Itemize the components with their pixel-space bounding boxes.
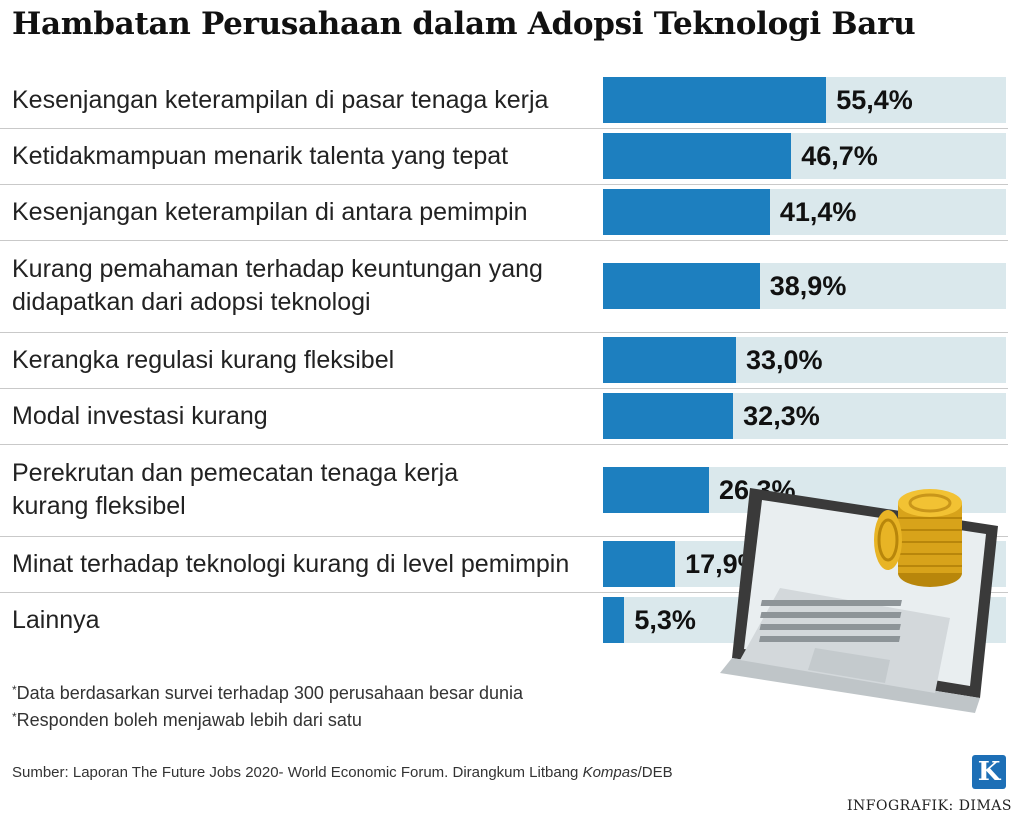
bar-label-line: Lainnya xyxy=(12,605,100,634)
infographic-credit: INFOGRAFIK: DIMAS xyxy=(847,798,1012,814)
chart-title: Hambatan Perusahaan dalam Adopsi Teknolo… xyxy=(12,6,916,42)
bar-label-7: Minat terhadap teknologi kurang di level… xyxy=(12,548,592,581)
bar-label-line: Perekrutan dan pemecatan tenaga kerja xyxy=(12,459,459,487)
footnote-survey: *Data berdasarkan survei terhadap 300 pe… xyxy=(12,683,524,703)
bar-label-5: Modal investasi kurang xyxy=(12,400,592,433)
bar-track-1: 46,7% xyxy=(603,133,1006,179)
bar-track-4: 33,0% xyxy=(603,337,1006,383)
bar-6 xyxy=(603,467,709,513)
bar-label-line: Kesenjangan keterampilan di pasar tenaga… xyxy=(12,85,549,114)
source-text: Sumber: Laporan The Future Jobs 2020- Wo… xyxy=(12,764,673,781)
bar-1 xyxy=(603,133,792,179)
bar-track-5: 32,3% xyxy=(603,393,1006,439)
bar-label-4: Kerangka regulasi kurang fleksibel xyxy=(12,344,592,377)
row-divider xyxy=(0,592,1008,593)
bar-value-label-1: 46,7% xyxy=(801,141,878,171)
bar-label-0: Kesenjangan keterampilan di pasar tenaga… xyxy=(12,84,592,117)
bar-label-line: Kurang pemahaman terhadap keuntungan yan… xyxy=(12,255,543,283)
bar-label-3: Kurang pemahaman terhadap keuntungan yan… xyxy=(12,253,592,319)
bar-label-2: Kesenjangan keterampilan di antara pemim… xyxy=(12,196,592,229)
bar-label-line: kurang fleksibel xyxy=(12,492,186,520)
bar-3 xyxy=(603,263,760,309)
bar-label-line: Minat terhadap teknologi kurang di level… xyxy=(12,549,570,578)
laptop-with-gold-coins-icon xyxy=(720,488,998,713)
bar-label-line: Ketidakmampuan menarik talenta yang tepa… xyxy=(12,141,509,170)
bar-value-label-4: 33,0% xyxy=(745,345,823,375)
bar-label-line: Modal investasi kurang xyxy=(12,401,268,430)
bar-label-8: Lainnya xyxy=(12,604,592,637)
bar-5 xyxy=(603,393,734,439)
bar-value-label-3: 38,9% xyxy=(769,271,847,301)
row-divider xyxy=(0,184,1008,185)
row-divider xyxy=(0,332,1008,333)
bar-value-label-8: 5,3% xyxy=(634,605,696,635)
row-divider xyxy=(0,444,1008,445)
bar-label-1: Ketidakmampuan menarik talenta yang tepa… xyxy=(12,140,592,173)
kompas-logo: K xyxy=(972,755,1006,789)
row-divider xyxy=(0,536,1008,537)
row-divider xyxy=(0,388,1008,389)
bar-track-3: 38,9% xyxy=(603,263,1006,309)
bar-7 xyxy=(603,541,676,587)
bar-0 xyxy=(603,77,827,123)
bar-label-line: Kesenjangan keterampilan di antara pemim… xyxy=(12,197,528,226)
bar-track-2: 41,4% xyxy=(603,189,1006,235)
bar-value-label-2: 41,4% xyxy=(779,197,857,227)
bar-track-0: 55,4% xyxy=(603,77,1006,123)
bar-4 xyxy=(603,337,736,383)
bar-label-line: Kerangka regulasi kurang fleksibel xyxy=(12,345,395,374)
bar-2 xyxy=(603,189,770,235)
footnote-multiple-answers: *Responden boleh menjawab lebih dari sat… xyxy=(12,710,362,730)
bar-8 xyxy=(603,597,625,643)
bar-value-label-5: 32,3% xyxy=(743,401,820,431)
bar-label-6: Perekrutan dan pemecatan tenaga kerja kur… xyxy=(12,457,592,523)
row-divider xyxy=(0,240,1008,241)
bar-value-label-0: 55,4% xyxy=(836,85,913,115)
row-divider xyxy=(0,128,1008,129)
bar-label-line: didapatkan dari adopsi teknologi xyxy=(12,288,371,316)
